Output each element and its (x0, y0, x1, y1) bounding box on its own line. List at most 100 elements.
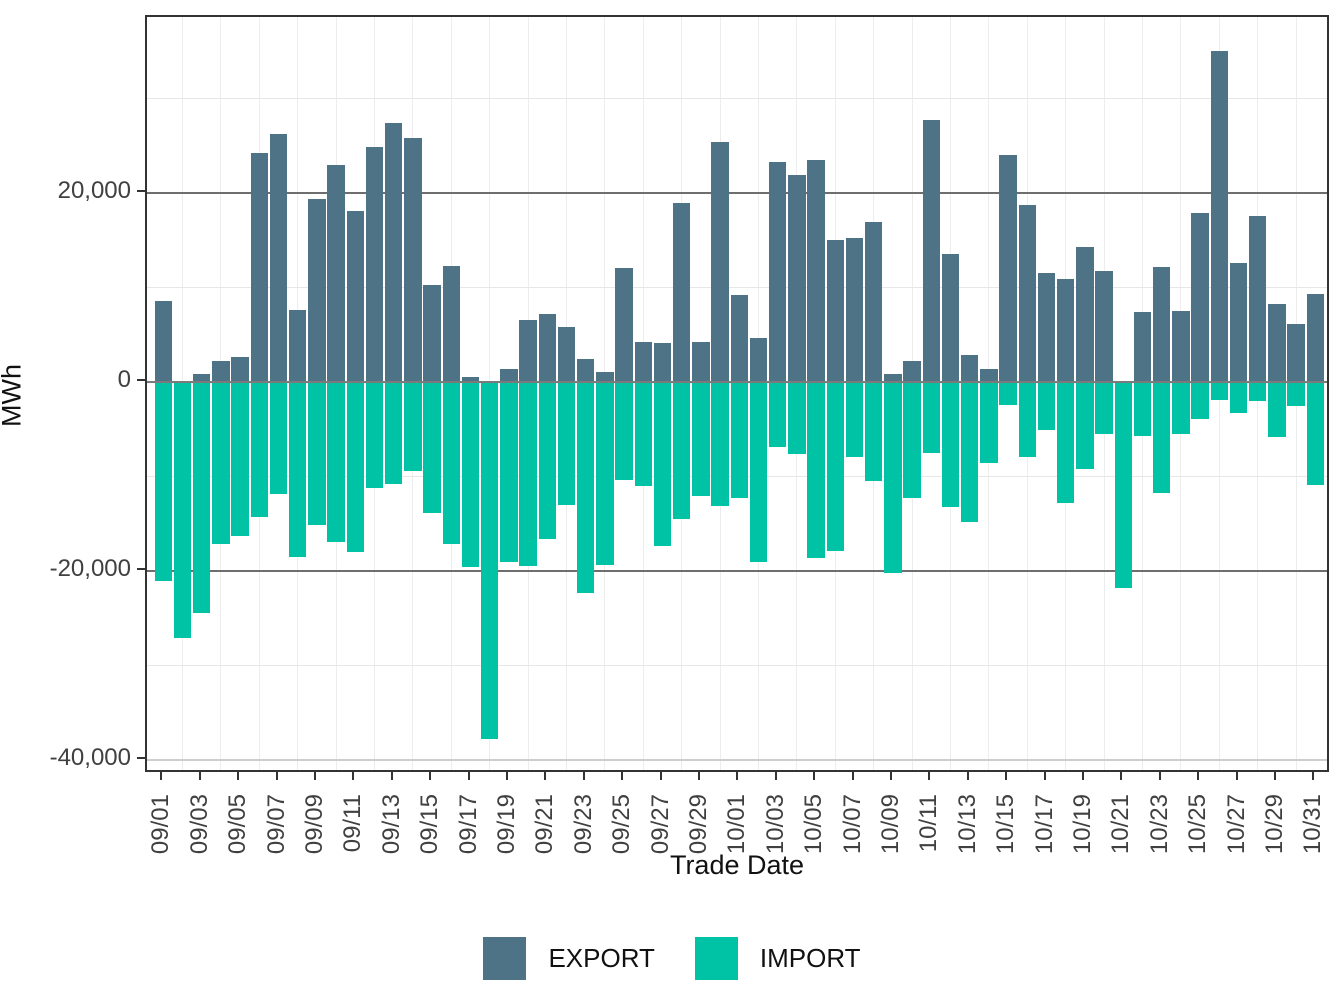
x-axis-tick (889, 772, 892, 780)
export-bar (692, 342, 710, 383)
export-legend-label: EXPORT (548, 942, 655, 973)
export-bar (289, 309, 307, 383)
export-bar (1018, 205, 1036, 382)
import-bar (365, 382, 384, 489)
import-bar (308, 382, 326, 526)
import-bar (269, 382, 288, 494)
export-bar (634, 341, 652, 383)
export-bar (884, 374, 902, 383)
import-bar (193, 382, 211, 613)
export-bar (711, 141, 729, 383)
export-bar (442, 266, 460, 383)
x-axis-tick (429, 772, 432, 780)
import-bar (807, 382, 825, 558)
export-bar (365, 147, 384, 383)
legend: EXPORT IMPORT (0, 928, 1344, 988)
export-bar (1191, 212, 1209, 383)
import-bar (385, 382, 403, 484)
export-bar (538, 314, 556, 383)
import-bar (1095, 382, 1113, 434)
x-axis-tick (467, 772, 470, 780)
export-bar (826, 240, 844, 383)
export-bar (423, 284, 441, 383)
horizontal-major-gridline (147, 191, 1327, 194)
import-bar (346, 382, 364, 552)
x-axis-tick (928, 772, 931, 780)
import-bar (1133, 382, 1152, 436)
import-bar (961, 382, 979, 522)
export-bar (193, 373, 211, 383)
export-bar (308, 199, 326, 383)
import-bar (327, 382, 345, 542)
export-bar (980, 369, 998, 383)
x-axis-tick (198, 772, 201, 780)
import-bar (461, 382, 480, 567)
import-bar (1191, 382, 1209, 420)
x-axis-tick (1273, 772, 1276, 780)
export-bar (577, 358, 595, 383)
import-bar (404, 382, 422, 472)
export-bar (1153, 266, 1171, 383)
export-bar (385, 123, 403, 383)
legend-item-import: IMPORT (694, 936, 861, 980)
x-axis-tick (1158, 772, 1161, 780)
export-bar (1076, 246, 1094, 383)
export-bar (557, 326, 576, 383)
x-axis-tick (813, 772, 816, 780)
zero-line (147, 381, 1327, 384)
horizontal-minor-gridline (147, 287, 1327, 288)
import-bar (231, 382, 249, 537)
import-bar (845, 382, 864, 458)
export-bar (1133, 312, 1152, 383)
plot-area (147, 17, 1327, 770)
x-axis-tick (160, 772, 163, 780)
import-bar (1306, 382, 1324, 485)
x-axis-tick (851, 772, 854, 780)
import-bar (865, 382, 883, 482)
export-bar (1210, 51, 1228, 383)
import-bar (212, 382, 230, 544)
plot-panel (145, 15, 1329, 772)
import-bar (1210, 382, 1228, 400)
import-bar (980, 382, 998, 463)
x-axis-tick (1081, 772, 1084, 780)
y-axis-tick (137, 189, 145, 192)
horizontal-minor-gridline (147, 665, 1327, 667)
import-bar (673, 382, 691, 519)
export-bar (1057, 279, 1075, 383)
export-bar (1095, 271, 1113, 383)
x-axis-tick (966, 772, 969, 780)
import-bar (154, 382, 172, 581)
import-bar (1249, 382, 1267, 401)
y-axis-tick-label: 0 (117, 366, 131, 394)
export-bar (461, 377, 480, 383)
import-bar (826, 382, 844, 552)
export-bar (327, 165, 345, 383)
import-bar (577, 382, 595, 594)
x-axis-tick (697, 772, 700, 780)
import-bar (1057, 382, 1075, 503)
export-bar (845, 237, 864, 383)
export-bar (346, 210, 364, 383)
export-bar (615, 267, 633, 383)
legend-item-export: EXPORT (483, 936, 655, 980)
x-axis-tick (621, 772, 624, 780)
export-bar (999, 154, 1017, 383)
export-bar (922, 119, 940, 383)
import-bar (423, 382, 441, 513)
export-bar (1249, 216, 1267, 383)
x-axis-tick (736, 772, 739, 780)
export-bar (596, 372, 614, 383)
import-bar (1287, 382, 1305, 406)
export-bar (903, 361, 921, 383)
export-bar (519, 319, 537, 383)
export-bar (1229, 262, 1248, 383)
import-bar (538, 382, 556, 540)
y-axis-tick (137, 757, 145, 760)
import-bar (1114, 382, 1132, 589)
import-bar (634, 382, 652, 486)
x-axis-tick (1312, 772, 1315, 780)
x-axis-tick (1235, 772, 1238, 780)
export-bar (212, 360, 230, 383)
